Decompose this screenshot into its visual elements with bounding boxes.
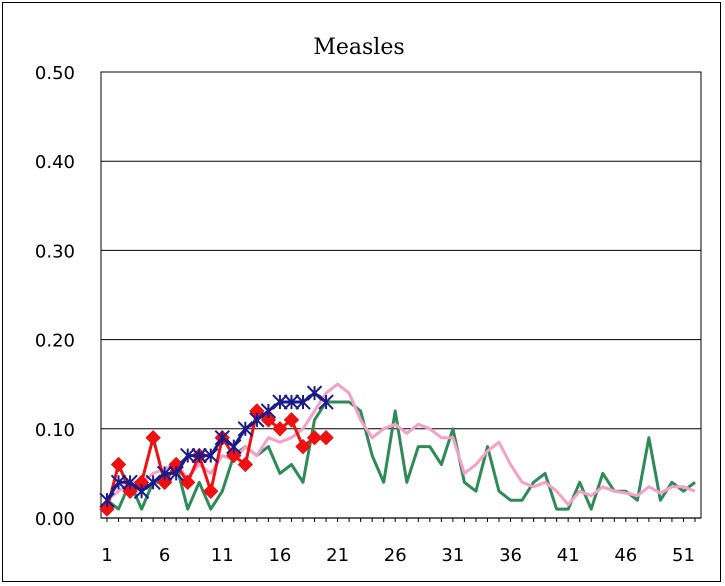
x-tick-label: 36 [499,545,522,566]
data-point-asterisk [191,447,207,464]
data-point-asterisk [133,483,150,499]
data-point-asterisk [203,447,219,464]
data-point-asterisk [318,394,334,410]
series-group [99,382,696,517]
data-point-diamond [237,456,254,473]
y-tick-label: 0.00 [35,509,75,530]
x-tick-label: 1 [101,545,112,566]
x-tick-label: 21 [326,545,349,566]
chart-canvas: Measles 0.000.100.200.300.400.501 6 11 16 21… [35,35,702,566]
x-tick-label: 11 [211,545,234,566]
x-tick-label: 46 [614,545,637,566]
y-tick-label: 0.40 [35,152,75,173]
y-tick-label: 0.50 [35,63,75,84]
data-point-asterisk [226,438,242,455]
data-point-diamond [272,421,288,437]
x-tick-label: 31 [441,545,464,566]
data-point-diamond [99,501,115,517]
data-point-asterisk [179,447,196,464]
x-tick-label: 41 [557,545,580,566]
series-3 [99,403,334,517]
data-point-asterisk [156,465,173,482]
data-point-asterisk [122,474,138,491]
data-point-asterisk [145,474,161,491]
data-point-asterisk [272,394,288,410]
data-point-diamond [306,430,323,446]
data-point-asterisk [249,412,265,428]
data-point-asterisk [306,385,323,401]
data-point-diamond [110,456,127,473]
y-tick-label: 0.10 [35,420,75,441]
x-tick-label: 26 [384,545,407,566]
data-point-asterisk [237,421,254,437]
data-point-diamond [260,412,277,428]
data-point-asterisk [110,474,127,491]
y-tick-label: 0.30 [35,241,75,262]
data-point-asterisk [295,394,311,410]
data-point-asterisk [99,492,115,508]
x-tick-label: 51 [672,545,695,566]
data-point-diamond [203,483,219,499]
data-point-diamond [145,430,161,446]
data-point-asterisk [260,403,277,419]
data-point-diamond [318,430,334,446]
axes: 0.000.100.200.300.400.501 6 11 16 21 26 31 36 41… [35,63,701,566]
data-point-asterisk [168,465,184,482]
chart-title: Measles [313,35,404,60]
x-tick-label: 16 [268,545,291,566]
data-point-diamond [295,438,311,455]
data-point-asterisk [214,430,231,446]
data-point-diamond [283,412,300,428]
x-tick-label: 6 [159,545,170,566]
data-point-asterisk [283,394,300,410]
data-point-diamond [226,447,242,464]
y-tick-label: 0.20 [35,331,75,352]
series-4 [99,385,334,508]
